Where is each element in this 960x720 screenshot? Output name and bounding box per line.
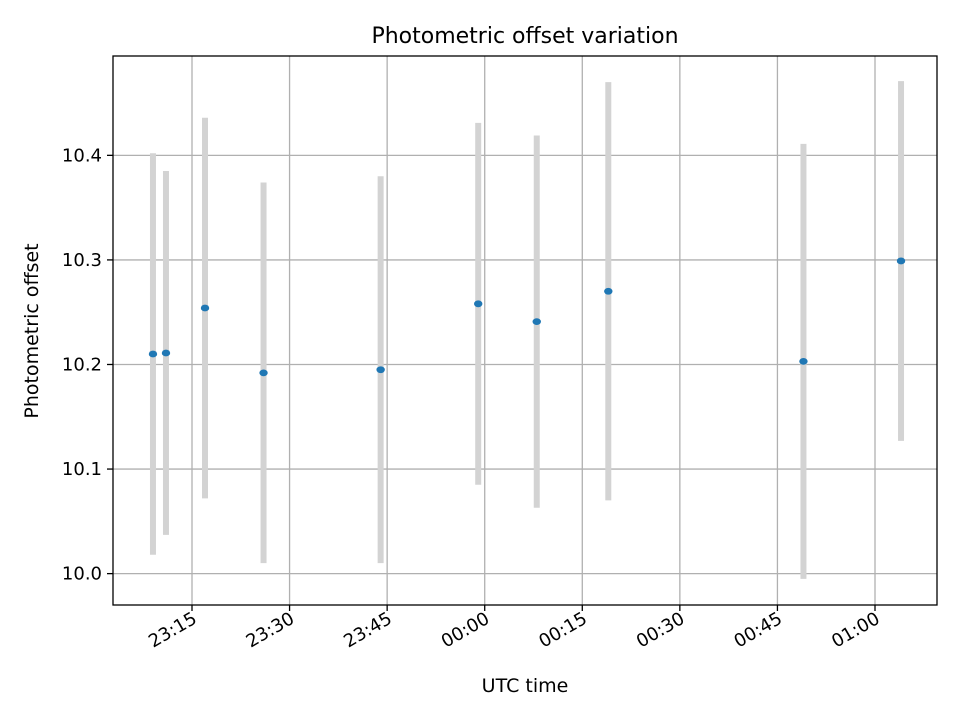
x-tick-label: 23:30 [243,608,298,652]
chart-title: Photometric offset variation [371,24,678,49]
x-tick-label: 01:00 [828,608,883,652]
y-axis-ticks: 10.0 10.1 10.2 10.3 10.4 [62,145,113,585]
data-point [259,369,268,377]
x-tick-label: 23:45 [340,608,395,652]
data-points [148,257,906,377]
data-point [532,318,541,326]
data-point [604,287,613,295]
data-point [200,304,210,312]
y-tick-label: 10.4 [62,145,102,166]
data-point [161,349,171,357]
x-tick-label: 23:15 [145,608,200,652]
data-point [376,366,385,374]
x-axis-label: UTC time [482,675,569,697]
y-tick-label: 10.1 [62,459,102,480]
x-tick-label: 00:30 [633,608,688,652]
data-point [474,300,483,308]
y-tick-label: 10.0 [62,564,102,585]
y-tick-label: 10.3 [62,250,102,271]
data-point [896,257,906,265]
x-tick-label: 00:15 [535,608,590,652]
data-point [148,350,158,358]
y-tick-label: 10.2 [62,354,102,375]
x-tick-label: 00:00 [438,608,493,652]
grid-lines [113,56,937,605]
x-tick-label: 00:45 [731,608,786,652]
plot-frame [112,55,938,606]
y-axis-label: Photometric offset [21,243,43,418]
data-point [799,357,808,365]
x-axis-ticks: 23:15 23:30 23:45 00:00 00:15 00:30 00:45 01:00 [145,605,884,652]
